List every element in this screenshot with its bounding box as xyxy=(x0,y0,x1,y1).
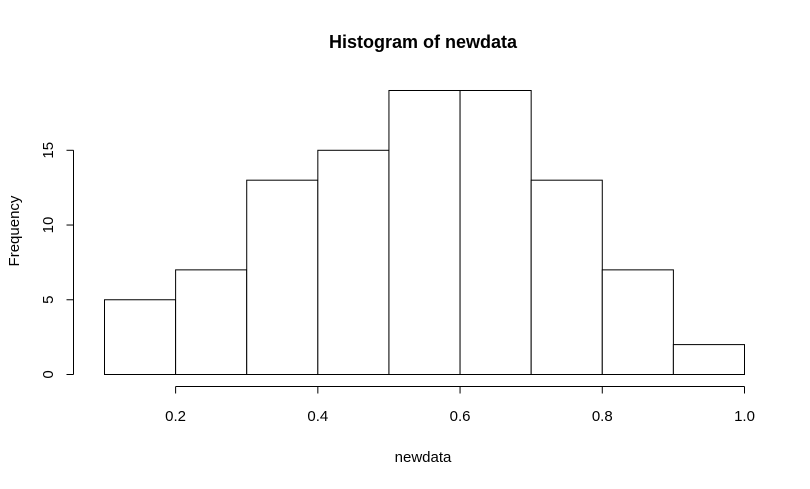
x-tick-label-0: 0.2 xyxy=(165,408,186,425)
y-tick-label-3: 15 xyxy=(40,142,57,159)
y-axis: 0 5 10 15 xyxy=(40,142,74,379)
x-axis-label: newdata xyxy=(395,449,452,466)
histogram-bar-8 xyxy=(672,344,745,375)
histogram-bar-0 xyxy=(104,299,177,375)
histogram-bar-5 xyxy=(459,89,532,376)
bars-group xyxy=(104,89,745,376)
y-tick-label-0: 0 xyxy=(40,370,57,378)
x-tick-label-3: 0.8 xyxy=(592,408,613,425)
histogram-bar-7 xyxy=(601,269,674,375)
x-tick-label-4: 1.0 xyxy=(734,408,755,425)
y-axis-label: Frequency xyxy=(6,195,23,266)
y-tick-label-2: 10 xyxy=(40,217,57,234)
x-axis: 0.2 0.4 0.6 0.8 1.0 xyxy=(165,386,755,425)
histogram-bar-4 xyxy=(388,89,461,376)
x-tick-label-2: 0.6 xyxy=(450,408,471,425)
histogram-bar-1 xyxy=(175,269,248,375)
histogram-bar-3 xyxy=(317,149,390,375)
histogram-bar-6 xyxy=(530,179,603,375)
chart-title: Histogram of newdata xyxy=(329,32,518,52)
y-tick-label-1: 5 xyxy=(40,296,57,304)
histogram-bar-2 xyxy=(246,179,319,375)
x-tick-label-1: 0.4 xyxy=(307,408,328,425)
